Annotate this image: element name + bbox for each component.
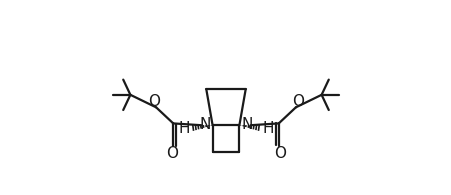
Text: O: O xyxy=(273,146,285,161)
Text: H: H xyxy=(178,121,189,136)
Text: O: O xyxy=(166,146,178,161)
Text: N: N xyxy=(241,117,253,132)
Text: O: O xyxy=(148,94,160,109)
Text: H: H xyxy=(262,121,273,136)
Text: O: O xyxy=(291,94,303,109)
Text: N: N xyxy=(198,117,210,132)
